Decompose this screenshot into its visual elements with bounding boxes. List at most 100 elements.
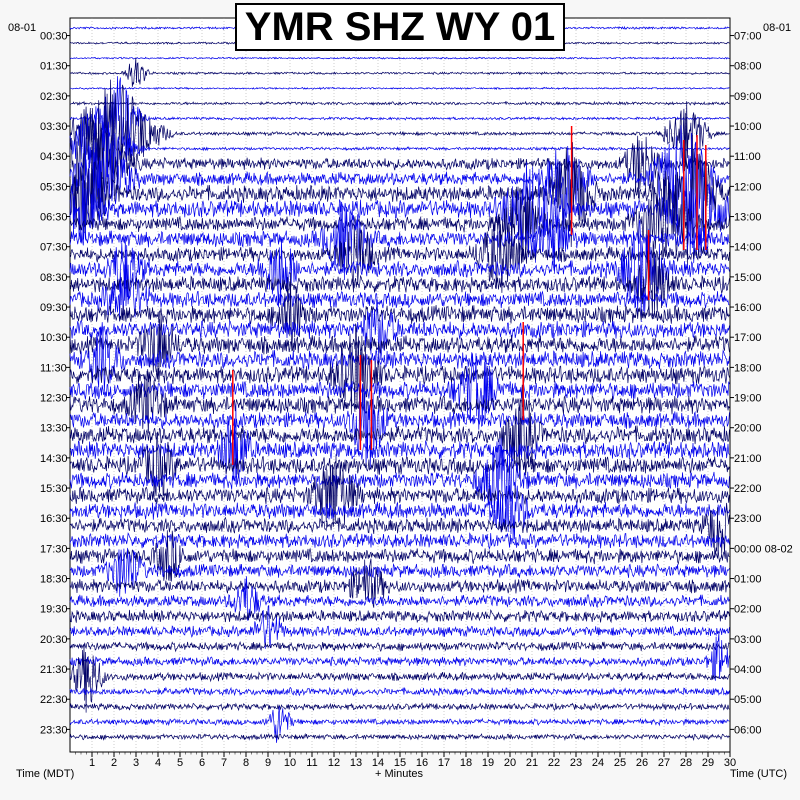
x-tick-label: 14 [372,757,384,769]
left-time-label: 13:30 [40,423,68,435]
trace-row [69,547,730,597]
trace-row [69,111,730,210]
trace-row [69,79,730,191]
x-tick-label: 22 [548,757,560,769]
x-tick-label: 28 [680,757,692,769]
left-time-label: 04:30 [40,151,68,163]
right-time-label: 21:00 [734,453,762,465]
x-tick-label: 13 [350,757,362,769]
right-time-label: 14:00 [734,242,762,254]
left-time-label: 10:30 [40,332,68,344]
x-tick-label: 11 [306,757,317,769]
trace-row [69,632,730,681]
trace-row [69,403,730,487]
x-tick-label: 9 [265,757,271,769]
right-time-label: 08:00 [734,61,762,73]
x-axis-ticks: 1 2 3 4 5 6 7 8 9 10 11 12 13 14 15 16 17 18 19 20 21 22 23 24 2… [75,752,736,769]
trace-row [69,702,730,712]
trace-row [69,86,730,91]
left-time-label: 05:30 [40,181,68,193]
trace-row [69,686,730,697]
trace-row [69,56,730,60]
right-time-label: 17:00 [734,332,762,344]
trace-row [69,219,730,323]
left-time-label: 20:30 [40,634,68,646]
right-time-label: 11:00 [734,151,761,163]
left-time-label: 01:30 [40,61,68,73]
trace-row [69,609,730,624]
x-tick-label: 4 [155,757,161,769]
plot-grid [70,18,730,752]
x-tick-label: 2 [111,757,117,769]
left-time-label: 18:30 [40,574,68,586]
right-time-label: 01:00 [734,574,762,586]
trace-row [69,532,730,551]
x-tick-label: 16 [416,757,428,769]
left-time-label: 00:30 [40,31,68,43]
x-tick-label: 18 [460,757,472,769]
x-tick-label: 12 [328,757,340,769]
trace-row [69,240,730,318]
right-axis-title: Time (UTC) [730,768,787,780]
trace-row [69,264,730,322]
right-time-label: 06:00 [734,724,762,736]
right-time-label: 09:00 [734,91,762,103]
left-time-label: 06:30 [40,212,68,224]
trace-row [69,100,730,106]
trace-row [69,272,730,350]
trace-row [69,605,730,649]
trace-row [69,313,730,377]
right-time-label: 10:00 [734,121,762,133]
x-tick-label: 19 [482,757,494,769]
trace-row [69,502,730,557]
trace-row [69,706,730,743]
x-tick-label: 6 [199,757,205,769]
left-time-label: 11:30 [40,362,67,374]
x-tick-label: 3 [133,757,139,769]
x-tick-label: 10 [284,757,296,769]
trace-row [69,732,730,741]
x-tick-label: 7 [221,757,227,769]
trace-row [69,383,730,468]
left-time-label: 14:30 [40,453,68,465]
trace-row [69,558,730,608]
x-tick-label: 5 [177,757,183,769]
x-tick-label: 20 [504,757,516,769]
left-time-label: 17:30 [40,543,68,555]
x-tick-label: 27 [658,757,670,769]
x-tick-label: 26 [636,757,648,769]
right-time-label: 00:00 08-02 [734,543,793,555]
right-time-label: 04:00 [734,664,762,676]
right-time-label: 15:00 [734,272,762,284]
x-tick-label: 24 [592,757,604,769]
trace-row [69,106,730,190]
right-time-label: 23:00 [734,513,762,525]
left-time-label: 12:30 [40,393,68,405]
x-tick-label: 30 [724,757,736,769]
trace-row [69,327,730,392]
trace-row [69,204,730,281]
right-time-label: 13:00 [734,212,762,224]
right-time-label: 22:00 [734,483,762,495]
left-axis-title: Time (MDT) [16,768,74,780]
chart-title: YMR SHZ WY 01 [244,4,556,49]
left-time-label: 23:30 [40,724,68,736]
trace-row [69,125,730,234]
title-box: YMR SHZ WY 01 [235,3,565,51]
left-time-label: 19:30 [40,604,68,616]
trace-row [69,437,730,520]
x-tick-label: 17 [438,757,450,769]
trace-row [69,640,730,653]
trace-row [69,298,730,361]
x-tick-label: 25 [614,757,626,769]
right-time-label: 16:00 [734,302,762,314]
trace-row [69,323,730,415]
right-time-label: 18:00 [734,362,762,374]
trace-row [69,134,730,266]
trace-row [69,157,730,264]
right-time-labels: 07:00 08:00 09:00 10:00 11:00 12:00 13:00 14:00… [730,31,793,736]
x-tick-label: 8 [243,757,249,769]
left-time-label: 22:30 [40,694,68,706]
right-time-label: 19:00 [734,393,762,405]
